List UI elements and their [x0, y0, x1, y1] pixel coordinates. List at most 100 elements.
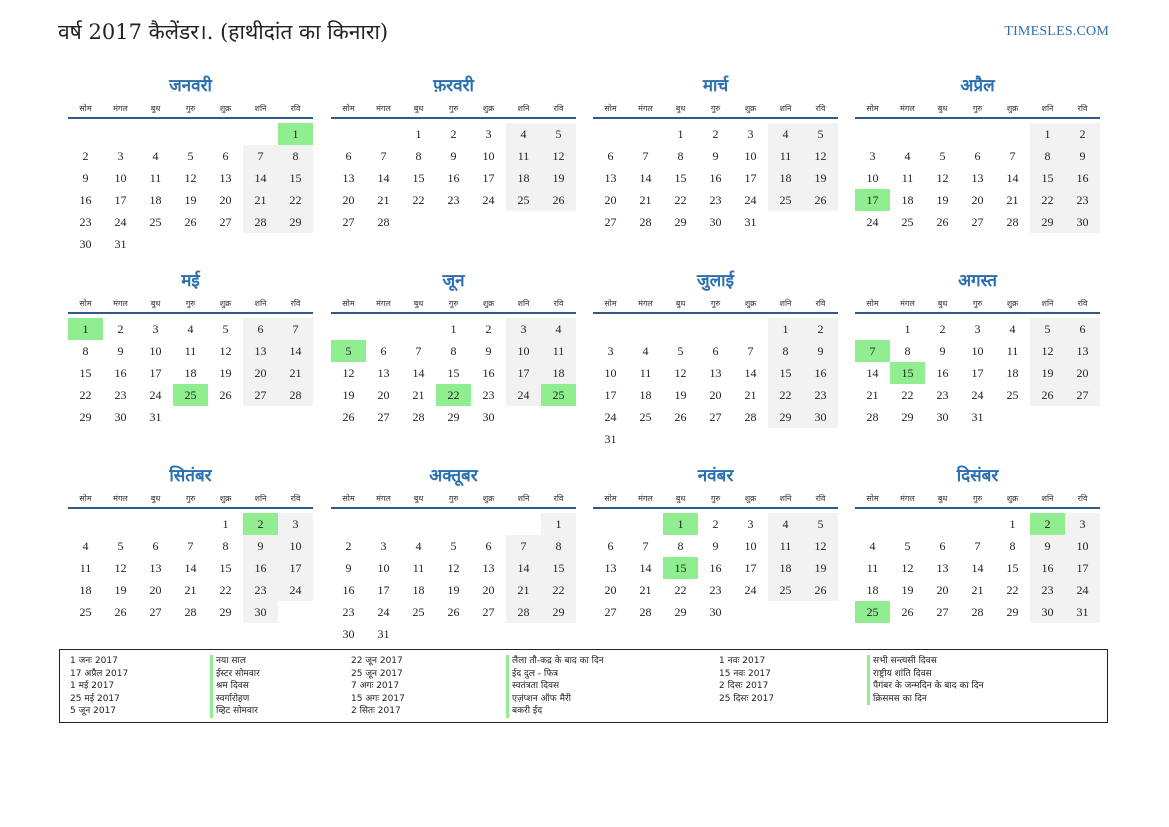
day-cell: 4	[768, 513, 803, 535]
day-cell: 27	[342, 215, 355, 229]
day-cell: 28	[639, 605, 652, 619]
day-cell: 27	[219, 215, 232, 229]
holiday-name: ईस्टर सोमवार	[210, 667, 260, 680]
weekday-label: रवि	[290, 494, 301, 503]
day-cell: 13	[377, 366, 390, 380]
day-cell: 8	[1030, 145, 1065, 167]
day-cell: 16	[936, 366, 949, 380]
month-block: मार्च सोम मंगल बुध गुरु शुक्र शनि रवि 1 2 3 4 5 6 7 8 9 1…	[593, 73, 838, 263]
day-cell: 11	[866, 561, 879, 575]
weekday-label: शुक्र	[219, 299, 232, 308]
day-cell: 30	[936, 410, 949, 424]
day-cell: 27	[377, 410, 390, 424]
day-cell: 27	[604, 215, 617, 229]
day-cell: 17	[377, 583, 390, 597]
day-cell: 17	[1065, 557, 1100, 579]
day-cell: 4	[642, 344, 649, 358]
day-cell: 16	[482, 366, 495, 380]
day-cell: 13	[482, 561, 495, 575]
header-rule	[593, 312, 838, 314]
day-cell: 19	[1030, 362, 1065, 384]
day-cell: 2	[485, 322, 492, 336]
month-block: दिसंबर सोम मंगल बुध गुरु शुक्र शनि रवि 1 2 3 4 5 6 7 8 9…	[855, 463, 1100, 653]
day-cell: 14	[184, 561, 197, 575]
holiday-day-cell: 25	[173, 384, 208, 406]
day-cell: 19	[541, 167, 576, 189]
month-block: सितंबर सोम मंगल बुध गुरु शुक्र शनि रवि 1 2 3 4 5 6 7 8 9…	[68, 463, 313, 653]
weekday-label: बुध	[150, 299, 161, 308]
day-cell: 25	[901, 215, 914, 229]
day-cell: 19	[342, 388, 355, 402]
day-cell: 25	[412, 605, 425, 619]
day-cell: 26	[114, 605, 127, 619]
weekday-label: मंगल	[638, 494, 653, 503]
month-block: फ़रवरी सोम मंगल बुध गुरु शुक्र शनि रवि 1 2 3 4 5 6 7 8 9…	[331, 73, 576, 263]
month-name: अप्रैल	[960, 76, 995, 96]
day-cell: 14	[377, 171, 390, 185]
day-cell: 1	[1009, 517, 1016, 531]
weekday-label: मंगल	[113, 494, 128, 503]
day-cell: 20	[342, 193, 355, 207]
day-cell: 19	[219, 366, 232, 380]
day-cell: 10	[377, 561, 390, 575]
day-cell: 28	[971, 605, 984, 619]
day-cell: 27	[243, 384, 278, 406]
weekday-label: शनि	[517, 299, 530, 308]
day-cell: 1	[768, 318, 803, 340]
day-cell: 8	[278, 145, 313, 167]
day-cell: 9	[1030, 535, 1065, 557]
day-cell: 15	[768, 362, 803, 384]
holiday-day-cell: 1	[663, 513, 698, 535]
weekday-label: शुक्र	[1006, 104, 1019, 113]
day-cell: 8	[904, 344, 911, 358]
day-cell: 18	[541, 362, 576, 384]
day-cell: 22	[541, 579, 576, 601]
day-cell: 29	[1006, 605, 1019, 619]
weekday-header: सोम मंगल बुध गुरु शुक्र शनि रवि	[855, 298, 1100, 312]
day-cell: 10	[604, 366, 617, 380]
weekday-label: मंगल	[113, 299, 128, 308]
day-cell: 18	[768, 167, 803, 189]
day-cell: 12	[447, 561, 460, 575]
day-cell: 23	[709, 583, 722, 597]
weekday-label: सोम	[79, 299, 92, 308]
holiday-day-cell: 25	[541, 384, 576, 406]
day-cell: 22	[412, 193, 425, 207]
month-block: अगस्त सोम मंगल बुध गुरु शुक्र शनि रवि 1 2 3 4 5 6 7 8 9 1…	[855, 268, 1100, 458]
day-cell: 28	[639, 215, 652, 229]
day-cell: 15	[278, 167, 313, 189]
day-cell: 29	[447, 410, 460, 424]
holiday-date: 25 दिसः 2017	[719, 693, 775, 704]
weekday-header: सोम मंगल बुध गुरु शुक्र शनि रवि	[68, 298, 313, 312]
header-rule	[855, 312, 1100, 314]
day-cell: 2	[939, 322, 946, 336]
weekday-label: बुध	[675, 494, 686, 503]
holiday-date: 2 दिसः 2017	[719, 681, 769, 691]
day-cell: 18	[412, 583, 425, 597]
day-cell: 3	[506, 318, 541, 340]
header-rule	[331, 117, 576, 119]
weekday-label: सोम	[342, 299, 355, 308]
day-cell: 21	[278, 362, 313, 384]
weekday-label: शुक्र	[482, 104, 495, 113]
day-cell: 5	[450, 539, 457, 553]
day-cell: 23	[114, 388, 127, 402]
day-cell: 13	[1065, 340, 1100, 362]
weekday-label: बुध	[150, 494, 161, 503]
weekday-label: सोम	[866, 494, 879, 503]
weekday-label: सोम	[79, 494, 92, 503]
day-cell: 24	[482, 193, 495, 207]
day-cell: 3	[974, 322, 981, 336]
weekday-label: सोम	[342, 104, 355, 113]
month-name: फ़रवरी	[433, 76, 474, 96]
day-cell: 11	[412, 561, 425, 575]
day-cell: 17	[744, 561, 757, 575]
weekday-label: शनि	[517, 494, 530, 503]
day-cell: 26	[674, 410, 687, 424]
day-cell: 21	[1006, 193, 1019, 207]
brand-link[interactable]: TIMESLES.COM	[1004, 24, 1109, 39]
day-cell: 18	[639, 388, 652, 402]
day-cell: 28	[243, 211, 278, 233]
day-cell: 3	[380, 539, 387, 553]
day-cell: 28	[1006, 215, 1019, 229]
